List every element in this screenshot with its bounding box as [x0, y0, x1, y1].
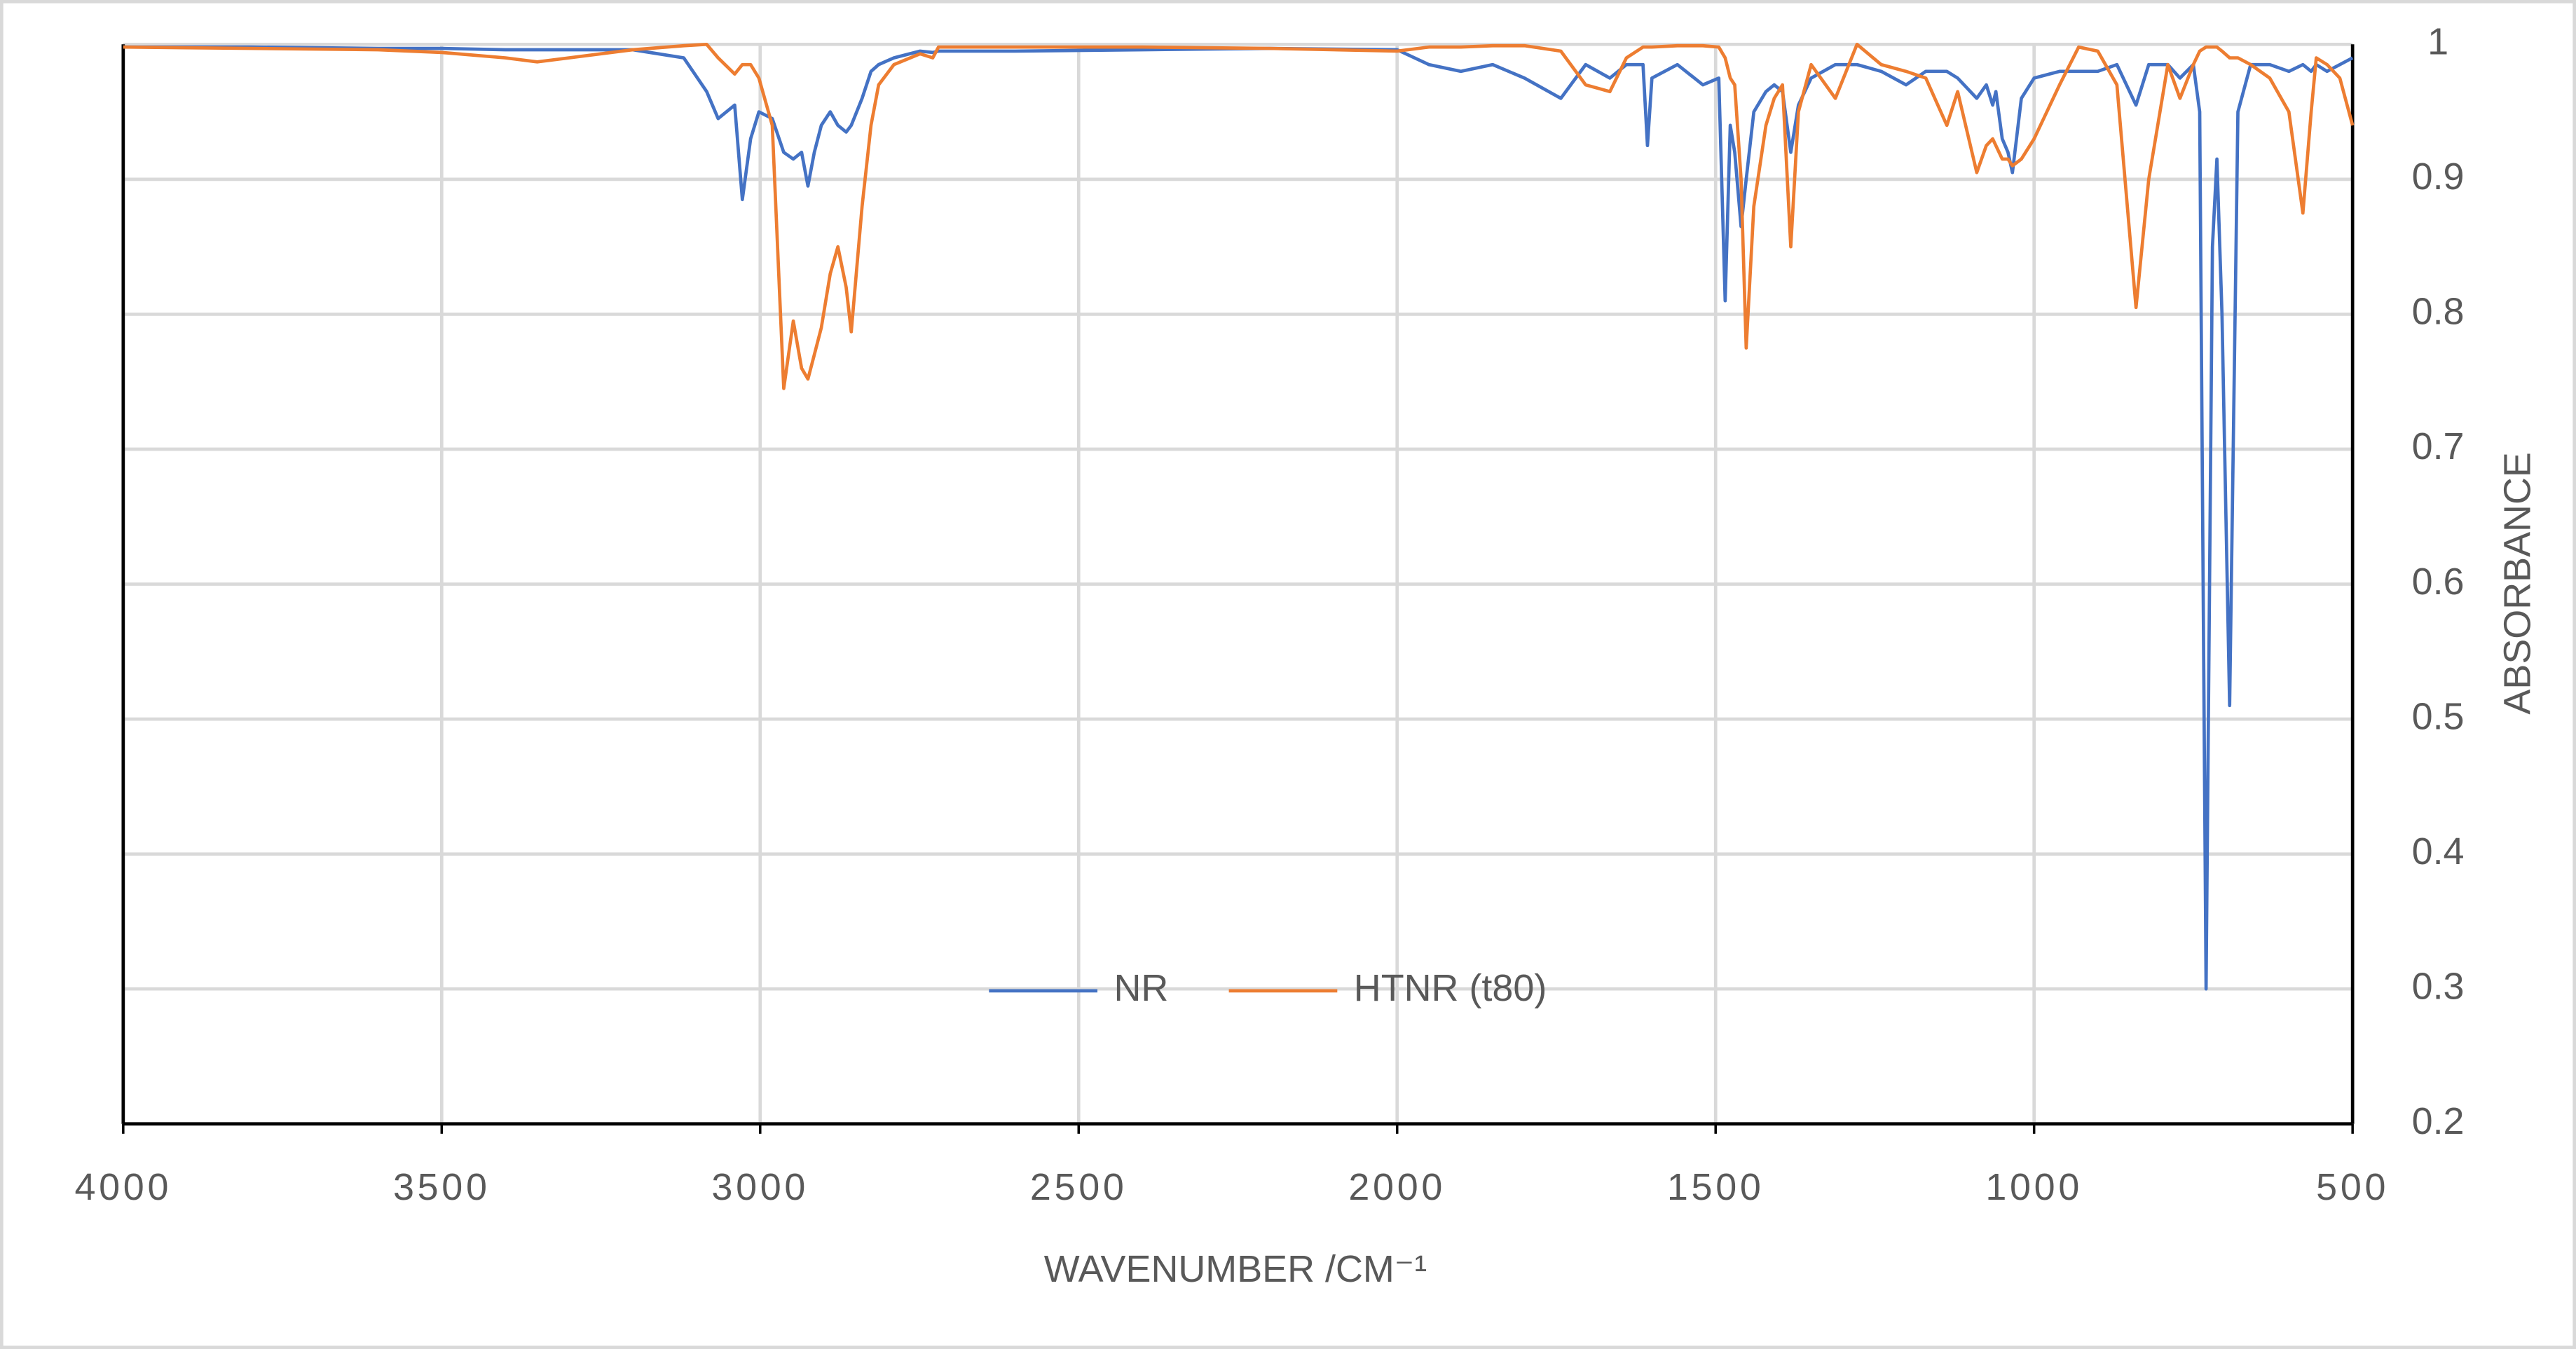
y-tick-label: 1 [2427, 21, 2448, 63]
series-line [123, 45, 2354, 991]
x-tick-label: 4000 [74, 1166, 172, 1208]
legend-label: HTNR (t80) [1354, 967, 1547, 1009]
x-tick-label: 3000 [711, 1166, 809, 1208]
y-axis-title: ABSORBANCE [2497, 452, 2539, 714]
x-tick-label: 3500 [393, 1166, 491, 1208]
x-tick-label: 2000 [1348, 1166, 1446, 1208]
x-axis-title: WAVENUMBER /CM⁻¹ [1044, 1248, 1427, 1290]
y-tick-label: 0.7 [2412, 425, 2465, 467]
y-tick-label: 0.9 [2412, 156, 2465, 198]
x-tick-label: 1500 [1667, 1166, 1765, 1208]
x-tick-label: 500 [2316, 1166, 2389, 1208]
x-tick-label: 2500 [1030, 1166, 1128, 1208]
y-tick-label: 0.5 [2412, 695, 2465, 737]
series-line [123, 42, 2355, 390]
x-tick-label: 1000 [1985, 1166, 2083, 1208]
y-tick-label: 0.6 [2412, 561, 2465, 603]
y-tick-label: 0.3 [2412, 965, 2465, 1007]
legend-label: NR [1114, 967, 1168, 1009]
y-tick-label: 0.8 [2412, 291, 2465, 333]
y-tick-label: 0.2 [2412, 1100, 2465, 1142]
y-tick-label: 0.4 [2412, 830, 2465, 872]
